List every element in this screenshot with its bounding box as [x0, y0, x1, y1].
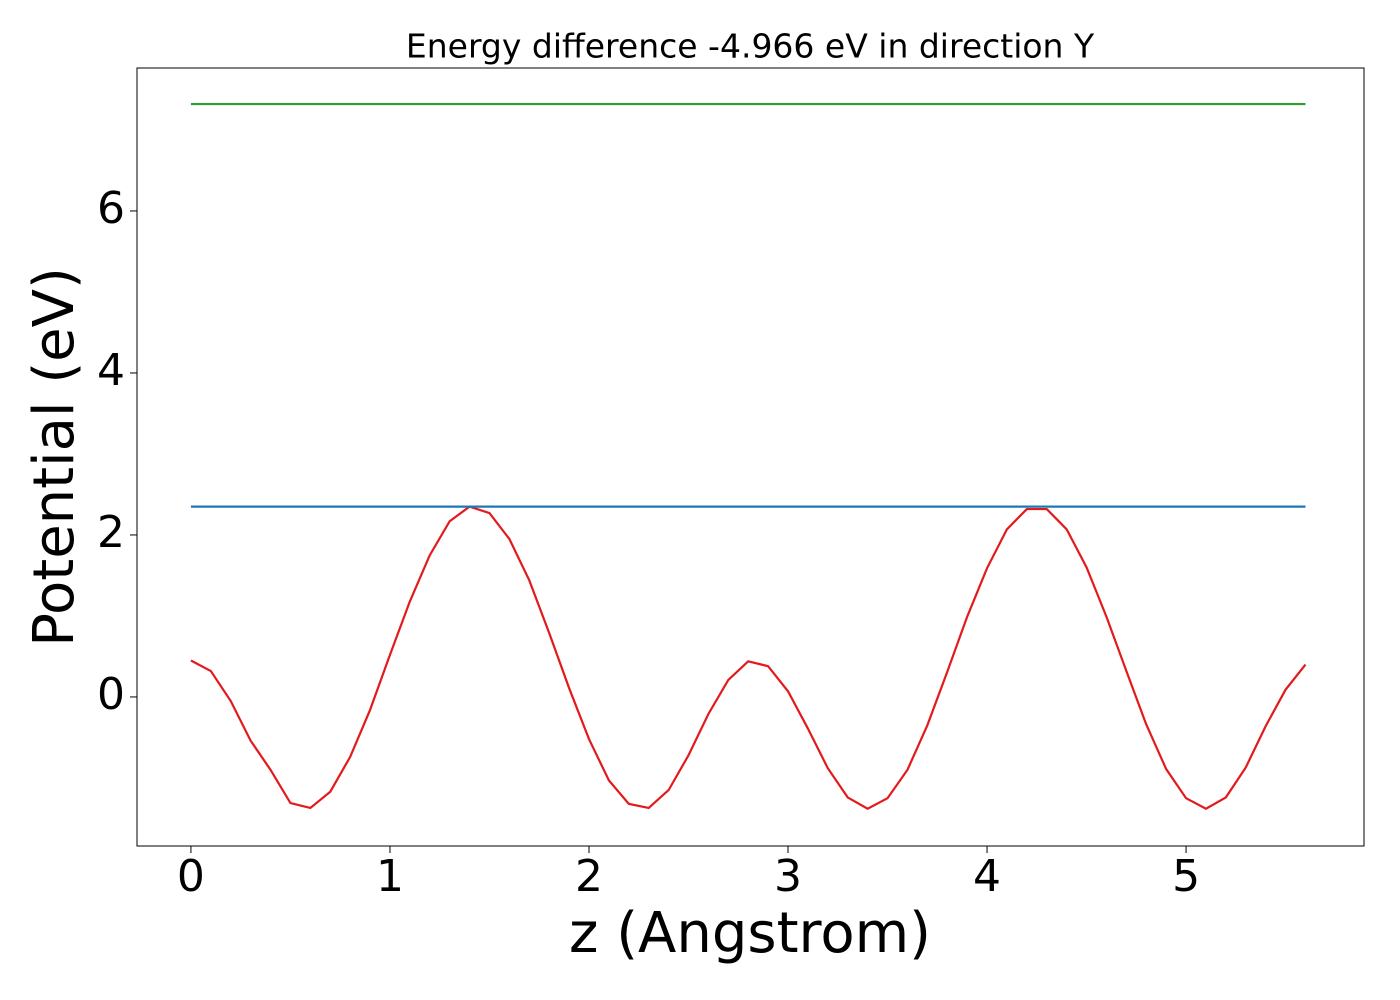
x-tick-label: 4 — [973, 851, 1001, 902]
x-tick-label: 2 — [575, 851, 603, 902]
y-tick-label: 2 — [97, 507, 125, 558]
x-tick-label: 3 — [774, 851, 802, 902]
y-axis-label: Potential (eV) — [22, 267, 87, 647]
y-tick-label: 0 — [97, 669, 125, 720]
y-tick-label: 6 — [97, 183, 125, 234]
line-series — [190, 505, 1307, 810]
x-tick-label: 0 — [177, 851, 205, 902]
plot-frame — [136, 67, 1365, 847]
x-tick-label: 1 — [376, 851, 404, 902]
x-tick-label: 5 — [1172, 851, 1200, 902]
x-axis-label: z (Angstrom) — [569, 901, 931, 966]
chart-title: Energy difference -4.966 eV in direction… — [406, 27, 1095, 66]
y-tick-label: 4 — [97, 345, 125, 396]
